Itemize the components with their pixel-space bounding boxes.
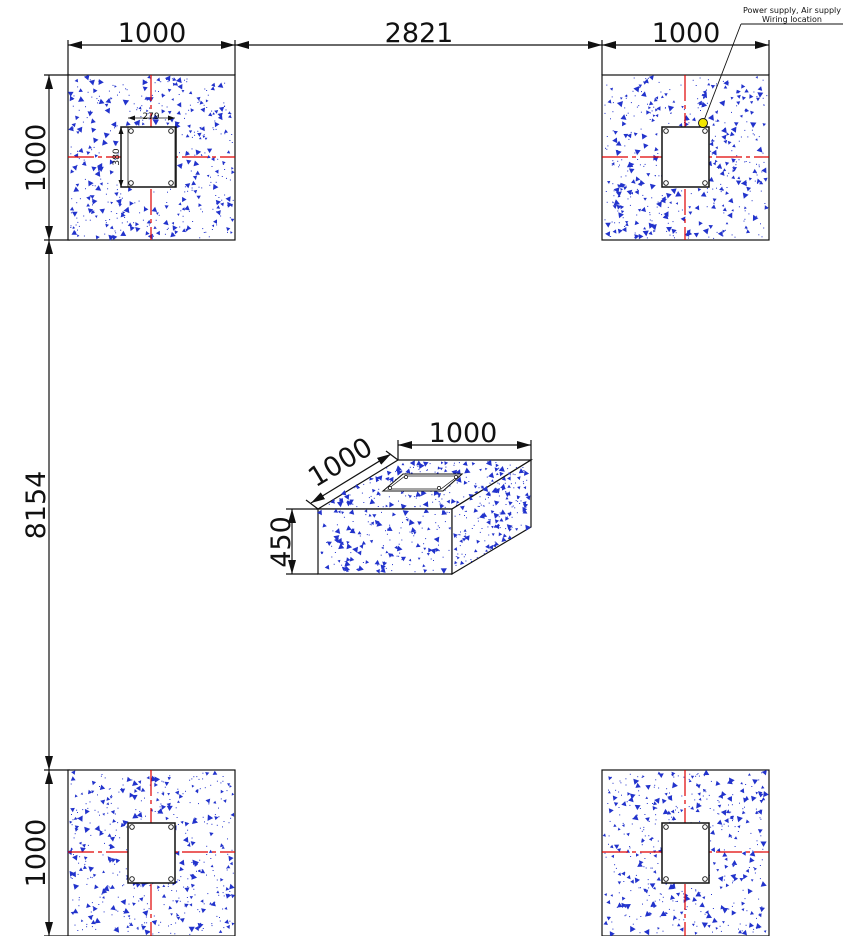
footing-bottom-right (601, 769, 770, 936)
dim-left-bottom-height: 1000 (21, 819, 52, 888)
left-dimension-chain (44, 74, 70, 936)
dim-top-span: 2821 (385, 18, 454, 49)
dim-top-right-width: 1000 (652, 18, 721, 49)
center-isometric-block (315, 458, 534, 576)
top-dimension-chain (67, 40, 770, 75)
dim-center-width: 1000 (429, 418, 498, 449)
footing-top-right (601, 74, 770, 241)
utility-marker (698, 23, 843, 128)
center-block-dimensions (286, 440, 532, 575)
annotation-line-2: Wiring location (762, 15, 822, 24)
dim-top-left-width: 1000 (118, 18, 187, 49)
footing-bottom-left (66, 769, 236, 936)
annotation-line-1: Power supply, Air supply (743, 6, 841, 15)
dim-left-span: 8154 (21, 471, 52, 540)
footing-top-left (67, 74, 236, 241)
plate-height-label: 380 (112, 148, 122, 165)
dim-left-top-height: 1000 (21, 124, 52, 193)
plate-width-label: 279 (142, 112, 159, 122)
dim-center-height: 450 (266, 516, 297, 568)
